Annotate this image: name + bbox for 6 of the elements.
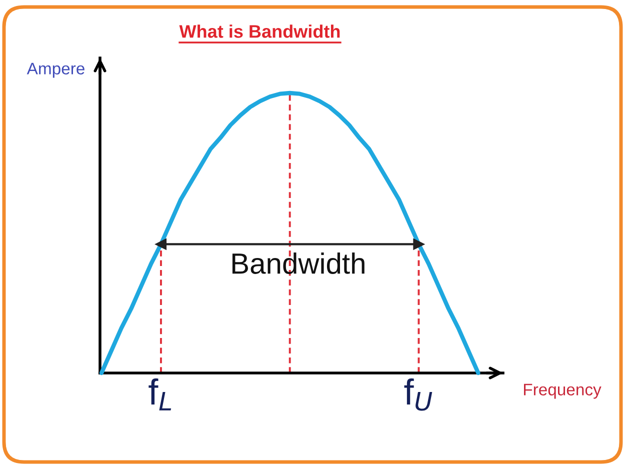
chart-title: What is Bandwidth — [179, 24, 340, 38]
x-tick-label: f$_{U}$ — [404, 378, 432, 411]
x-axis-title: Frequency — [524, 384, 602, 399]
annotation: Bandwidth — [232, 252, 364, 274]
y-axis-title: Ampere — [26, 62, 84, 78]
x-tick-label: f$_{L}$ — [148, 378, 172, 410]
